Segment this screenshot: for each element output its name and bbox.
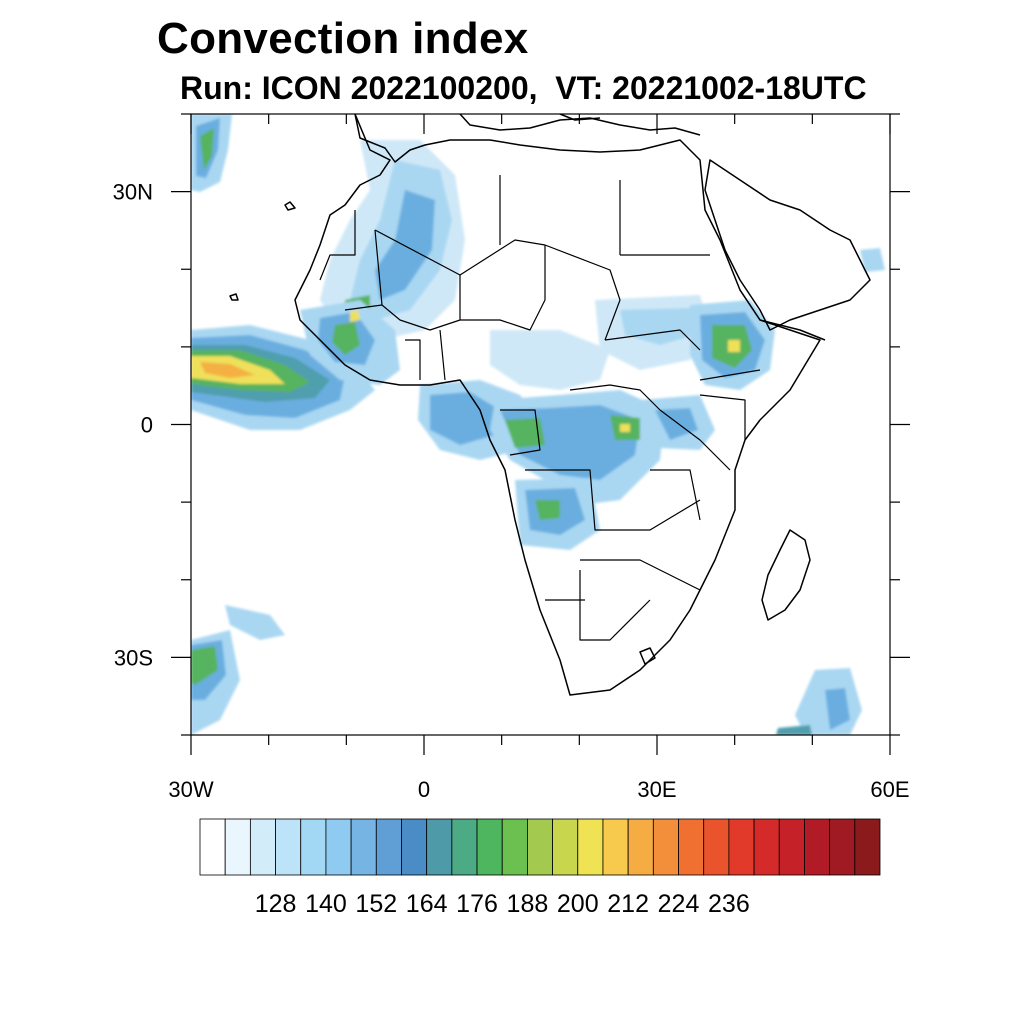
colorbar <box>199 818 881 876</box>
colorbar-swatch <box>753 818 780 876</box>
colorbar-label: 164 <box>406 890 448 918</box>
chart-title: Convection index <box>157 14 529 63</box>
colorbar-swatch <box>577 818 604 876</box>
colorbar-label: 236 <box>708 890 750 918</box>
arabia-east <box>860 248 885 272</box>
colorbar-swatch <box>300 818 327 876</box>
colorbar-label: 188 <box>507 890 549 918</box>
colorbar-swatch <box>854 818 881 876</box>
colorbar-label: 200 <box>557 890 599 918</box>
colorbar-label: 176 <box>456 890 498 918</box>
colorbar-swatch <box>325 818 352 876</box>
colorbar-swatch <box>501 818 528 876</box>
lon-tick-label: 60E <box>870 777 909 802</box>
angola <box>515 478 600 550</box>
colorbar-swatch <box>678 818 705 876</box>
lon-tick-label: 0 <box>418 777 430 802</box>
colorbar-swatch <box>602 818 629 876</box>
lon-tick-label: 30E <box>637 777 676 802</box>
ethiopia-highlands <box>690 300 775 390</box>
colorbar-label: 140 <box>305 890 347 918</box>
country-borders <box>319 175 761 641</box>
colorbar-label: 212 <box>607 890 649 918</box>
colorbar-swatch <box>552 818 579 876</box>
colorbar-swatch <box>375 818 402 876</box>
south-atlantic-cloud <box>225 605 285 640</box>
congo-basin <box>490 390 665 505</box>
colorbar-label: 224 <box>658 890 700 918</box>
colorbar-swatch <box>728 818 755 876</box>
lat-tick-label: 30S <box>114 645 153 670</box>
colorbar-swatch <box>627 818 654 876</box>
lon-tick-label: 30W <box>168 777 213 802</box>
colorbar-swatch <box>778 818 805 876</box>
colorbar-swatch <box>401 818 428 876</box>
colorbar-swatch <box>476 818 503 876</box>
lat-tick-label: 30N <box>113 180 153 205</box>
colorbar-swatch <box>224 818 251 876</box>
north-atlantic-corner <box>191 114 232 192</box>
colorbar-swatch <box>703 818 730 876</box>
colorbar-swatch <box>426 818 453 876</box>
madagascar-east-cloud <box>776 668 862 735</box>
convection-field <box>191 114 885 735</box>
colorbar-swatch <box>199 818 226 876</box>
coastlines <box>229 114 871 696</box>
chart-subtitle: Run: ICON 2022100200, VT: 20221002-18UTC <box>180 70 867 106</box>
colorbar-label: 128 <box>255 890 297 918</box>
colorbar-swatch <box>249 818 276 876</box>
colorbar-label: 152 <box>355 890 397 918</box>
axis-ticks <box>171 113 910 755</box>
colorbar-swatch <box>275 818 302 876</box>
colorbar-swatch <box>451 818 478 876</box>
colorbar-swatch <box>829 818 856 876</box>
south-atlantic-corner <box>191 630 240 735</box>
colorbar-swatch <box>350 818 377 876</box>
colorbar-swatch <box>527 818 553 876</box>
colorbar-swatch <box>804 818 831 876</box>
colorbar-swatch <box>652 818 679 876</box>
lat-tick-label: 0 <box>141 413 153 438</box>
central-africa <box>490 295 710 390</box>
axis-tick-labels: 30W 0 30E 60E 30N 0 30S <box>113 180 910 802</box>
colorbar-labels: 128 140 152 164 176 188 200 212 224 236 <box>255 890 750 918</box>
